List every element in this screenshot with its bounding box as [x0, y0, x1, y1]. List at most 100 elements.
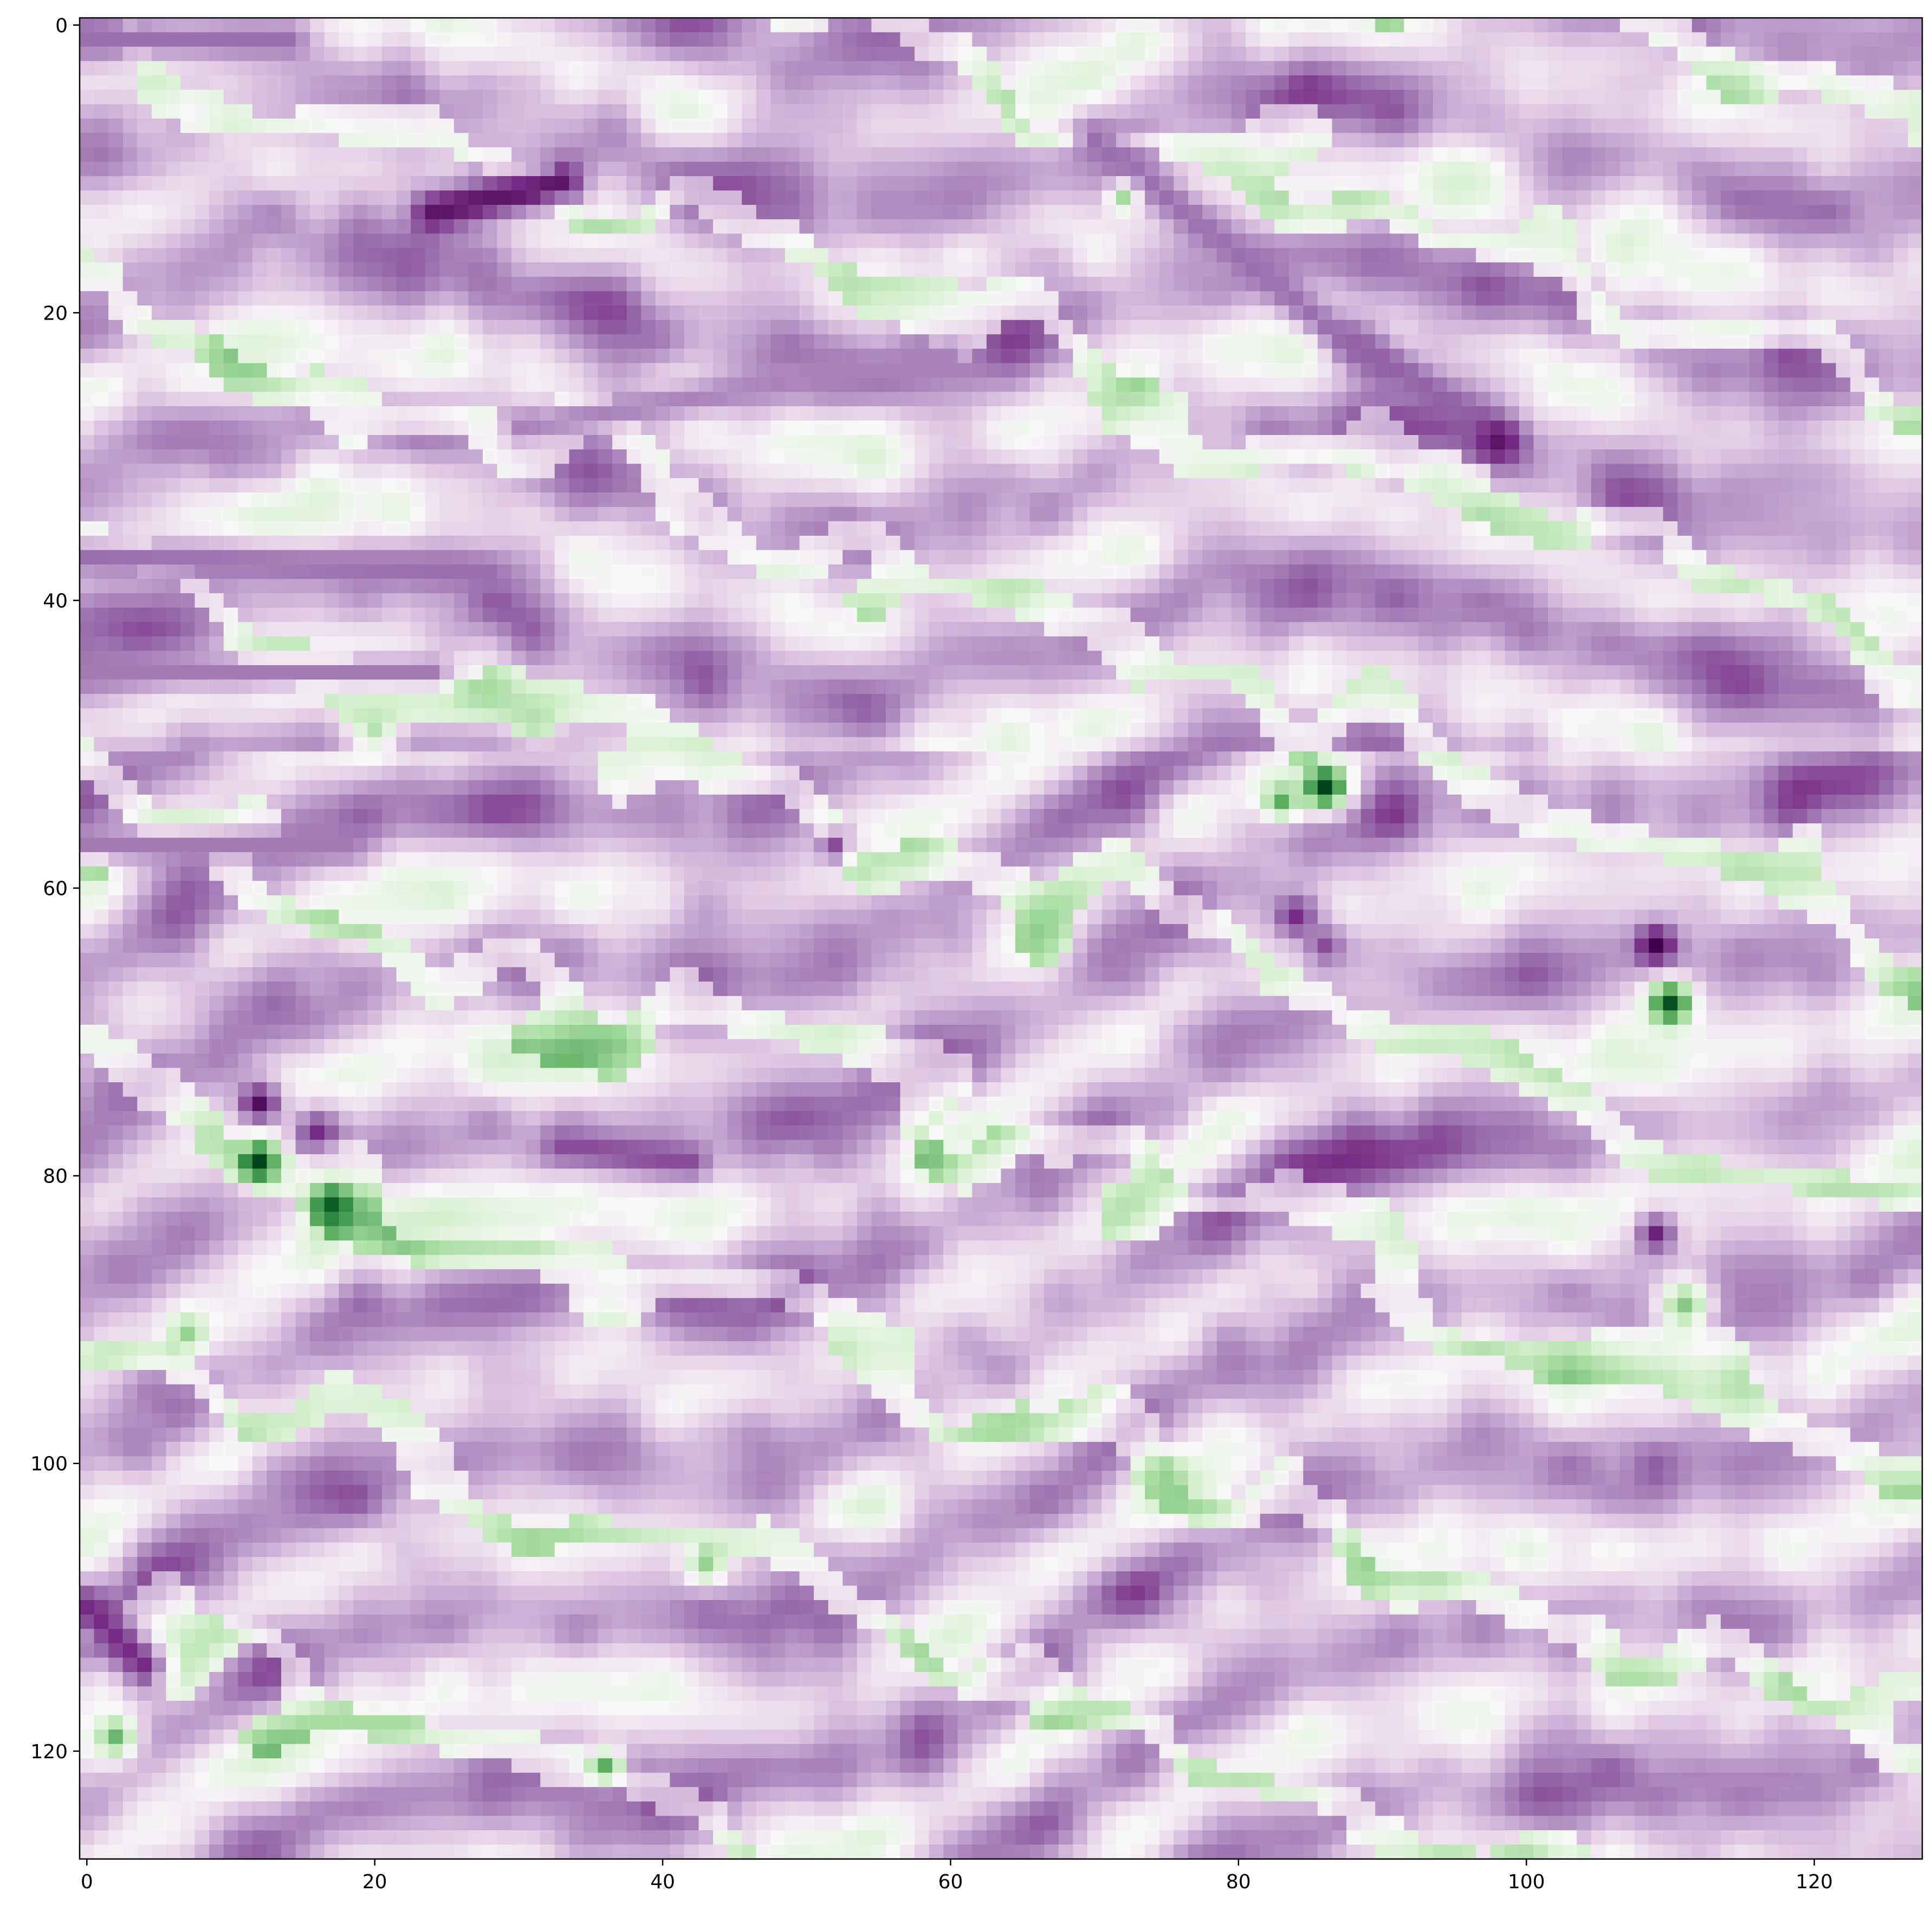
- heatmap-cell: [281, 133, 296, 148]
- heatmap-cell: [1620, 205, 1635, 220]
- heatmap-cell: [670, 18, 685, 33]
- heatmap-cell: [1908, 435, 1923, 450]
- heatmap-cell: [1792, 248, 1808, 263]
- heatmap-cell: [1476, 406, 1491, 421]
- heatmap-cell: [1908, 406, 1923, 421]
- heatmap-cell: [1101, 506, 1117, 522]
- heatmap-cell: [900, 205, 915, 220]
- heatmap-cell: [1116, 233, 1131, 249]
- heatmap-cell: [1101, 550, 1117, 565]
- heatmap-cell: [1217, 190, 1232, 205]
- heatmap-cell: [1778, 478, 1793, 493]
- heatmap-cell: [1130, 535, 1145, 551]
- heatmap-cell: [1130, 176, 1145, 191]
- heatmap-cell: [1130, 75, 1145, 90]
- heatmap-cell: [1461, 161, 1476, 177]
- heatmap-cell: [1577, 219, 1592, 234]
- heatmap-cell: [209, 104, 224, 119]
- heatmap-cell: [885, 205, 901, 220]
- heatmap-cell: [1217, 47, 1232, 62]
- heatmap-cell: [1346, 406, 1362, 421]
- heatmap-cell: [684, 118, 699, 134]
- heatmap-cell: [1836, 334, 1851, 349]
- heatmap-cell: [1691, 276, 1707, 292]
- heatmap-cell: [1533, 262, 1548, 277]
- heatmap-cell: [1519, 133, 1534, 148]
- heatmap-cell: [1749, 348, 1765, 363]
- heatmap-cell: [1505, 420, 1520, 435]
- heatmap-cell: [453, 233, 469, 249]
- heatmap-cell: [1073, 233, 1088, 249]
- heatmap-cell: [94, 550, 109, 565]
- heatmap-cell: [713, 104, 728, 119]
- heatmap-cell: [1864, 521, 1879, 536]
- heatmap-cell: [1548, 219, 1563, 234]
- heatmap-cell: [526, 147, 541, 162]
- heatmap-cell: [1001, 176, 1016, 191]
- heatmap-cell: [986, 176, 1002, 191]
- heatmap-cell: [223, 104, 238, 119]
- heatmap-cell: [1332, 506, 1347, 522]
- heatmap-cell: [957, 18, 973, 33]
- heatmap-cell: [151, 89, 167, 105]
- heatmap-cell: [1346, 564, 1362, 580]
- heatmap-cell: [1116, 564, 1131, 580]
- heatmap-cell: [1591, 75, 1606, 90]
- heatmap-cell: [1389, 406, 1405, 421]
- heatmap-cell: [1749, 564, 1765, 580]
- heatmap-cell: [209, 420, 224, 435]
- heatmap-cell: [310, 521, 325, 536]
- heatmap-cell: [1318, 334, 1333, 349]
- heatmap-cell: [828, 449, 843, 464]
- heatmap-cell: [511, 262, 527, 277]
- heatmap-cell: [612, 435, 627, 450]
- heatmap-cell: [526, 348, 541, 363]
- heatmap-cell: [1908, 478, 1923, 493]
- heatmap-cell: [108, 535, 124, 551]
- heatmap-cell: [1303, 420, 1318, 435]
- heatmap-cell: [1562, 521, 1577, 536]
- heatmap-cell: [929, 550, 944, 565]
- heatmap-cell: [540, 449, 555, 464]
- heatmap-cell: [1288, 233, 1304, 249]
- heatmap-cell: [1145, 176, 1160, 191]
- heatmap-cell: [1908, 118, 1923, 134]
- heatmap-cell: [756, 176, 771, 191]
- heatmap-cell: [497, 219, 512, 234]
- heatmap-cell: [1634, 262, 1649, 277]
- heatmap-cell: [353, 75, 368, 90]
- heatmap-cell: [1807, 61, 1822, 76]
- heatmap-cell: [1908, 291, 1923, 306]
- heatmap-cell: [1807, 233, 1822, 249]
- heatmap-cell: [1044, 464, 1059, 479]
- heatmap-cell: [1029, 32, 1045, 47]
- heatmap-cell: [929, 535, 944, 551]
- heatmap-cell: [209, 363, 224, 378]
- heatmap-cell: [1288, 205, 1304, 220]
- heatmap-cell: [1274, 506, 1289, 522]
- heatmap-cell: [468, 133, 483, 148]
- heatmap-cell: [1087, 248, 1103, 263]
- heatmap-cell: [1461, 190, 1476, 205]
- heatmap-cell: [1174, 449, 1189, 464]
- heatmap-cell: [108, 248, 124, 263]
- heatmap-cell: [1649, 147, 1664, 162]
- heatmap-cell: [1605, 219, 1620, 234]
- heatmap-cell: [411, 420, 426, 435]
- heatmap-cell: [1591, 219, 1606, 234]
- heatmap-cell: [1015, 550, 1030, 565]
- heatmap-cell: [1389, 104, 1405, 119]
- heatmap-cell: [122, 176, 138, 191]
- heatmap-cell: [310, 492, 325, 508]
- heatmap-cell: [957, 348, 973, 363]
- heatmap-cell: [339, 262, 354, 277]
- heatmap-cell: [1418, 190, 1434, 205]
- heatmap-cell: [1764, 233, 1779, 249]
- heatmap-cell: [1360, 506, 1376, 522]
- heatmap-cell: [223, 89, 238, 105]
- heatmap-cell: [943, 506, 958, 522]
- heatmap-cell: [1605, 306, 1620, 321]
- heatmap-cell: [1346, 205, 1362, 220]
- heatmap-cell: [972, 492, 987, 508]
- heatmap-cell: [1288, 147, 1304, 162]
